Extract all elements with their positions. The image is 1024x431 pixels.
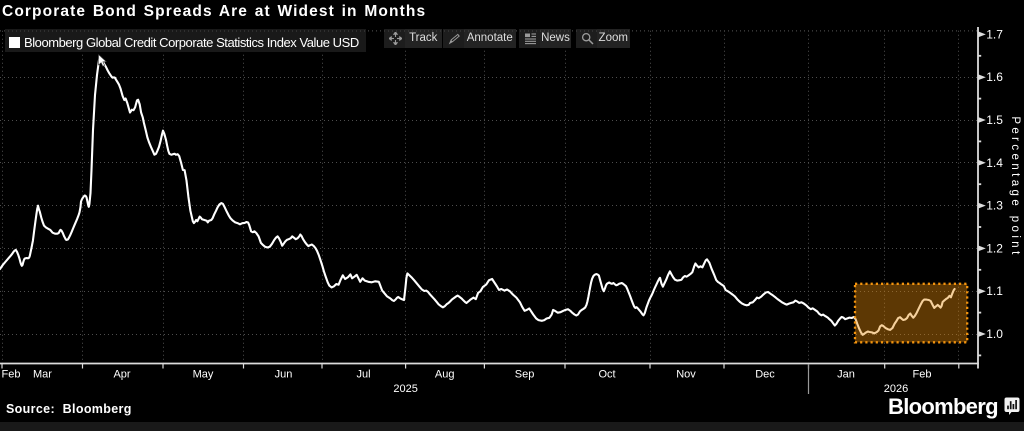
- svg-text:Feb: Feb: [913, 369, 932, 381]
- svg-text:Jan: Jan: [837, 369, 855, 381]
- svg-text:Nov: Nov: [676, 369, 696, 381]
- svg-text:Percentage point: Percentage point: [1009, 116, 1021, 257]
- svg-text:Jul: Jul: [356, 369, 370, 381]
- svg-text:1.4: 1.4: [986, 156, 1003, 170]
- svg-text:Dec: Dec: [755, 369, 775, 381]
- svg-text:1.2: 1.2: [986, 241, 1003, 255]
- svg-text:May: May: [193, 369, 214, 381]
- svg-text:Oct: Oct: [598, 369, 615, 381]
- svg-text:1.5: 1.5: [986, 113, 1003, 127]
- svg-text:Feb: Feb: [2, 369, 21, 381]
- svg-text:1.7: 1.7: [986, 27, 1003, 41]
- svg-text:Sep: Sep: [515, 369, 535, 381]
- svg-text:Mar: Mar: [33, 369, 52, 381]
- svg-text:2025: 2025: [393, 383, 417, 395]
- svg-text:Jun: Jun: [275, 369, 293, 381]
- svg-text:1.0: 1.0: [986, 327, 1003, 341]
- svg-text:Apr: Apr: [113, 369, 130, 381]
- svg-text:1.6: 1.6: [986, 70, 1003, 84]
- svg-text:1.3: 1.3: [986, 199, 1003, 213]
- svg-text:Aug: Aug: [435, 369, 455, 381]
- svg-text:2026: 2026: [884, 383, 908, 395]
- svg-text:1.1: 1.1: [986, 284, 1003, 298]
